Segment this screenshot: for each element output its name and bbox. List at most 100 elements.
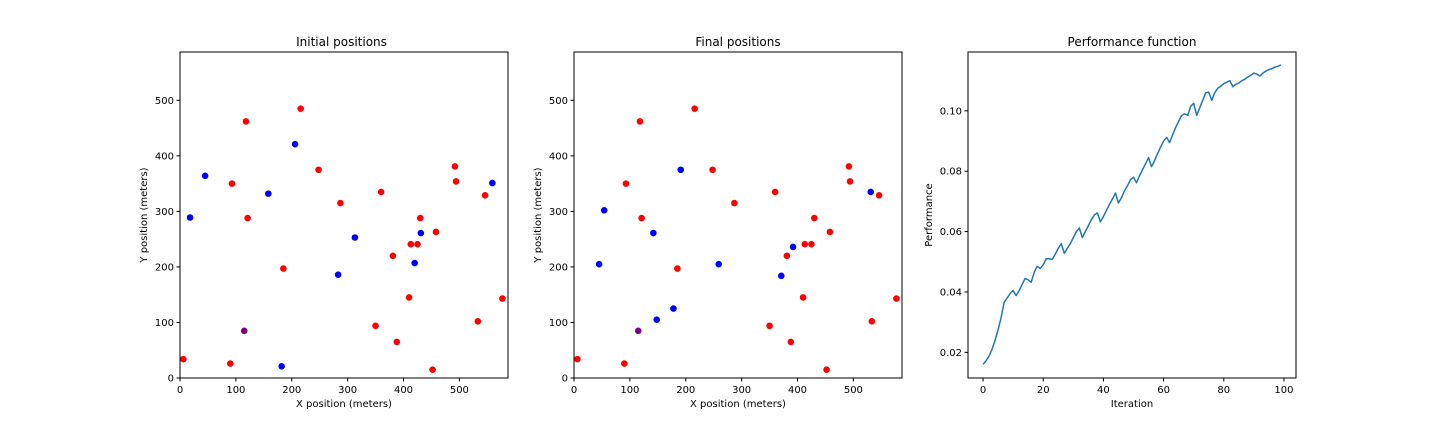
- x-axis-ticks: 0 100 200 300 400 500: [177, 378, 469, 396]
- scatter-point-red: [280, 265, 287, 272]
- y-tick-label: 300: [155, 207, 174, 218]
- x-axis-ticks: 0 100 200 300 400 500: [571, 378, 863, 396]
- chart-title: Performance function: [1068, 35, 1197, 49]
- x-tick-label: 400: [788, 385, 807, 396]
- y-axis-label: Y position (meters): [533, 167, 544, 263]
- scatter-point-blue: [334, 271, 342, 279]
- scatter-point-blue: [867, 188, 875, 196]
- scatter-point-red: [416, 214, 424, 222]
- x-tick-label: 500: [450, 385, 469, 396]
- scatter-point-red: [474, 318, 482, 325]
- scatter-point-blue: [650, 229, 657, 237]
- y-axis-label: Y position (meters): [139, 167, 150, 263]
- scatter-point-blue: [351, 234, 359, 241]
- scatter-point-red: [297, 105, 304, 112]
- x-tick-label: 40: [1097, 385, 1110, 396]
- y-tick-label: 0.06: [940, 227, 962, 238]
- x-tick-label: 300: [338, 385, 357, 396]
- chart-title: Initial positions: [296, 35, 387, 49]
- performance-line: [982, 64, 1282, 365]
- y-tick-label: 0.08: [940, 167, 962, 178]
- scatter-point-red: [691, 105, 698, 112]
- x-tick-label: 200: [282, 385, 301, 396]
- x-tick-label: 60: [1157, 385, 1170, 396]
- scatter-point-red: [180, 355, 187, 363]
- y-tick-label: 100: [549, 318, 568, 329]
- y-tick-label: 300: [549, 207, 568, 218]
- scatter-point-blue: [715, 260, 723, 268]
- scatter-point-red: [823, 366, 830, 373]
- scatter-point-red: [244, 214, 251, 222]
- scatter-point-red: [731, 199, 738, 207]
- scatter-point-red: [499, 295, 506, 302]
- scatter-point-red: [372, 322, 379, 330]
- scatter-point-red: [875, 191, 883, 199]
- scatter-point-blue: [677, 166, 685, 174]
- scatter-point-red: [481, 191, 489, 199]
- axes-frame: [573, 51, 903, 379]
- scatter-point-blue: [489, 179, 496, 187]
- y-tick-label: 0.10: [940, 106, 962, 117]
- scatter-point-red: [826, 228, 834, 236]
- scatter-point-red: [451, 163, 459, 170]
- scatter-point-blue: [789, 243, 797, 251]
- scatter-point-blue: [653, 316, 660, 323]
- scatter-point-red: [315, 166, 322, 174]
- scatter-point-red: [801, 240, 809, 248]
- scatter-point-red: [226, 360, 234, 367]
- x-axis-label: Iteration: [1111, 399, 1153, 410]
- x-axis-label: X position (meters): [296, 399, 392, 410]
- scatter-point-red: [636, 118, 644, 125]
- y-axis-label: Performance: [924, 183, 935, 246]
- scatter-point-red: [429, 366, 436, 373]
- x-axis-label: X position (meters): [690, 399, 786, 410]
- y-tick-label: 100: [155, 318, 174, 329]
- x-tick-label: 100: [1274, 385, 1293, 396]
- scatter-point-blue: [291, 140, 299, 148]
- scatter-point-blue: [186, 214, 194, 221]
- line-panel-performance: Performance function 0 20 40 60 80 100 0.020.…: [924, 35, 1297, 410]
- scatter-point-red: [709, 166, 716, 174]
- y-tick-label: 400: [549, 151, 568, 162]
- scatter-point-blue: [778, 272, 785, 280]
- scatter-panel-initial: Initial positions 0 100 200 300 400 500 0 100 2…: [139, 35, 509, 410]
- scatter-point-red: [674, 265, 681, 272]
- y-tick-label: 0.04: [940, 287, 962, 298]
- scatter-point-red: [622, 180, 630, 187]
- y-tick-label: 400: [155, 151, 174, 162]
- x-tick-label: 0: [177, 385, 183, 396]
- scatter-point-red: [432, 228, 440, 236]
- scatter-point-red: [452, 178, 460, 185]
- scatter-marks: [180, 105, 506, 373]
- scatter-point-red: [810, 214, 818, 222]
- scatter-point-red: [337, 199, 344, 207]
- x-tick-label: 100: [620, 385, 639, 396]
- y-tick-label: 0: [562, 374, 568, 385]
- axes-frame: [967, 51, 1297, 379]
- scatter-point-red: [868, 318, 876, 325]
- scatter-point-red: [771, 188, 779, 196]
- scatter-point-blue: [264, 190, 272, 197]
- scatter-point-red: [787, 338, 795, 346]
- axes-frame: [179, 51, 509, 379]
- scatter-point-red: [620, 360, 628, 367]
- scatter-point-blue: [201, 172, 209, 180]
- y-tick-label: 500: [155, 96, 174, 107]
- y-axis-ticks: 0 100 200 300 400 500: [549, 96, 574, 385]
- scatter-point-red: [766, 322, 773, 330]
- scatter-point-blue: [278, 363, 285, 370]
- scatter-point-red: [377, 188, 385, 196]
- y-axis-ticks: 0 100 200 300 400 500: [155, 96, 180, 385]
- x-tick-label: 20: [1037, 385, 1050, 396]
- x-tick-label: 0: [571, 385, 577, 396]
- scatter-marks: [574, 105, 900, 373]
- y-tick-label: 500: [549, 96, 568, 107]
- scatter-point-red: [407, 240, 415, 248]
- line-marks: [982, 64, 1282, 365]
- y-tick-label: 200: [155, 262, 174, 273]
- y-tick-label: 0: [168, 374, 174, 385]
- scatter-point-red: [638, 214, 645, 222]
- scatter-point-red: [808, 240, 815, 248]
- scatter-panel-final: Final positions 0 100 200 300 400 500 0 100 200…: [533, 35, 903, 410]
